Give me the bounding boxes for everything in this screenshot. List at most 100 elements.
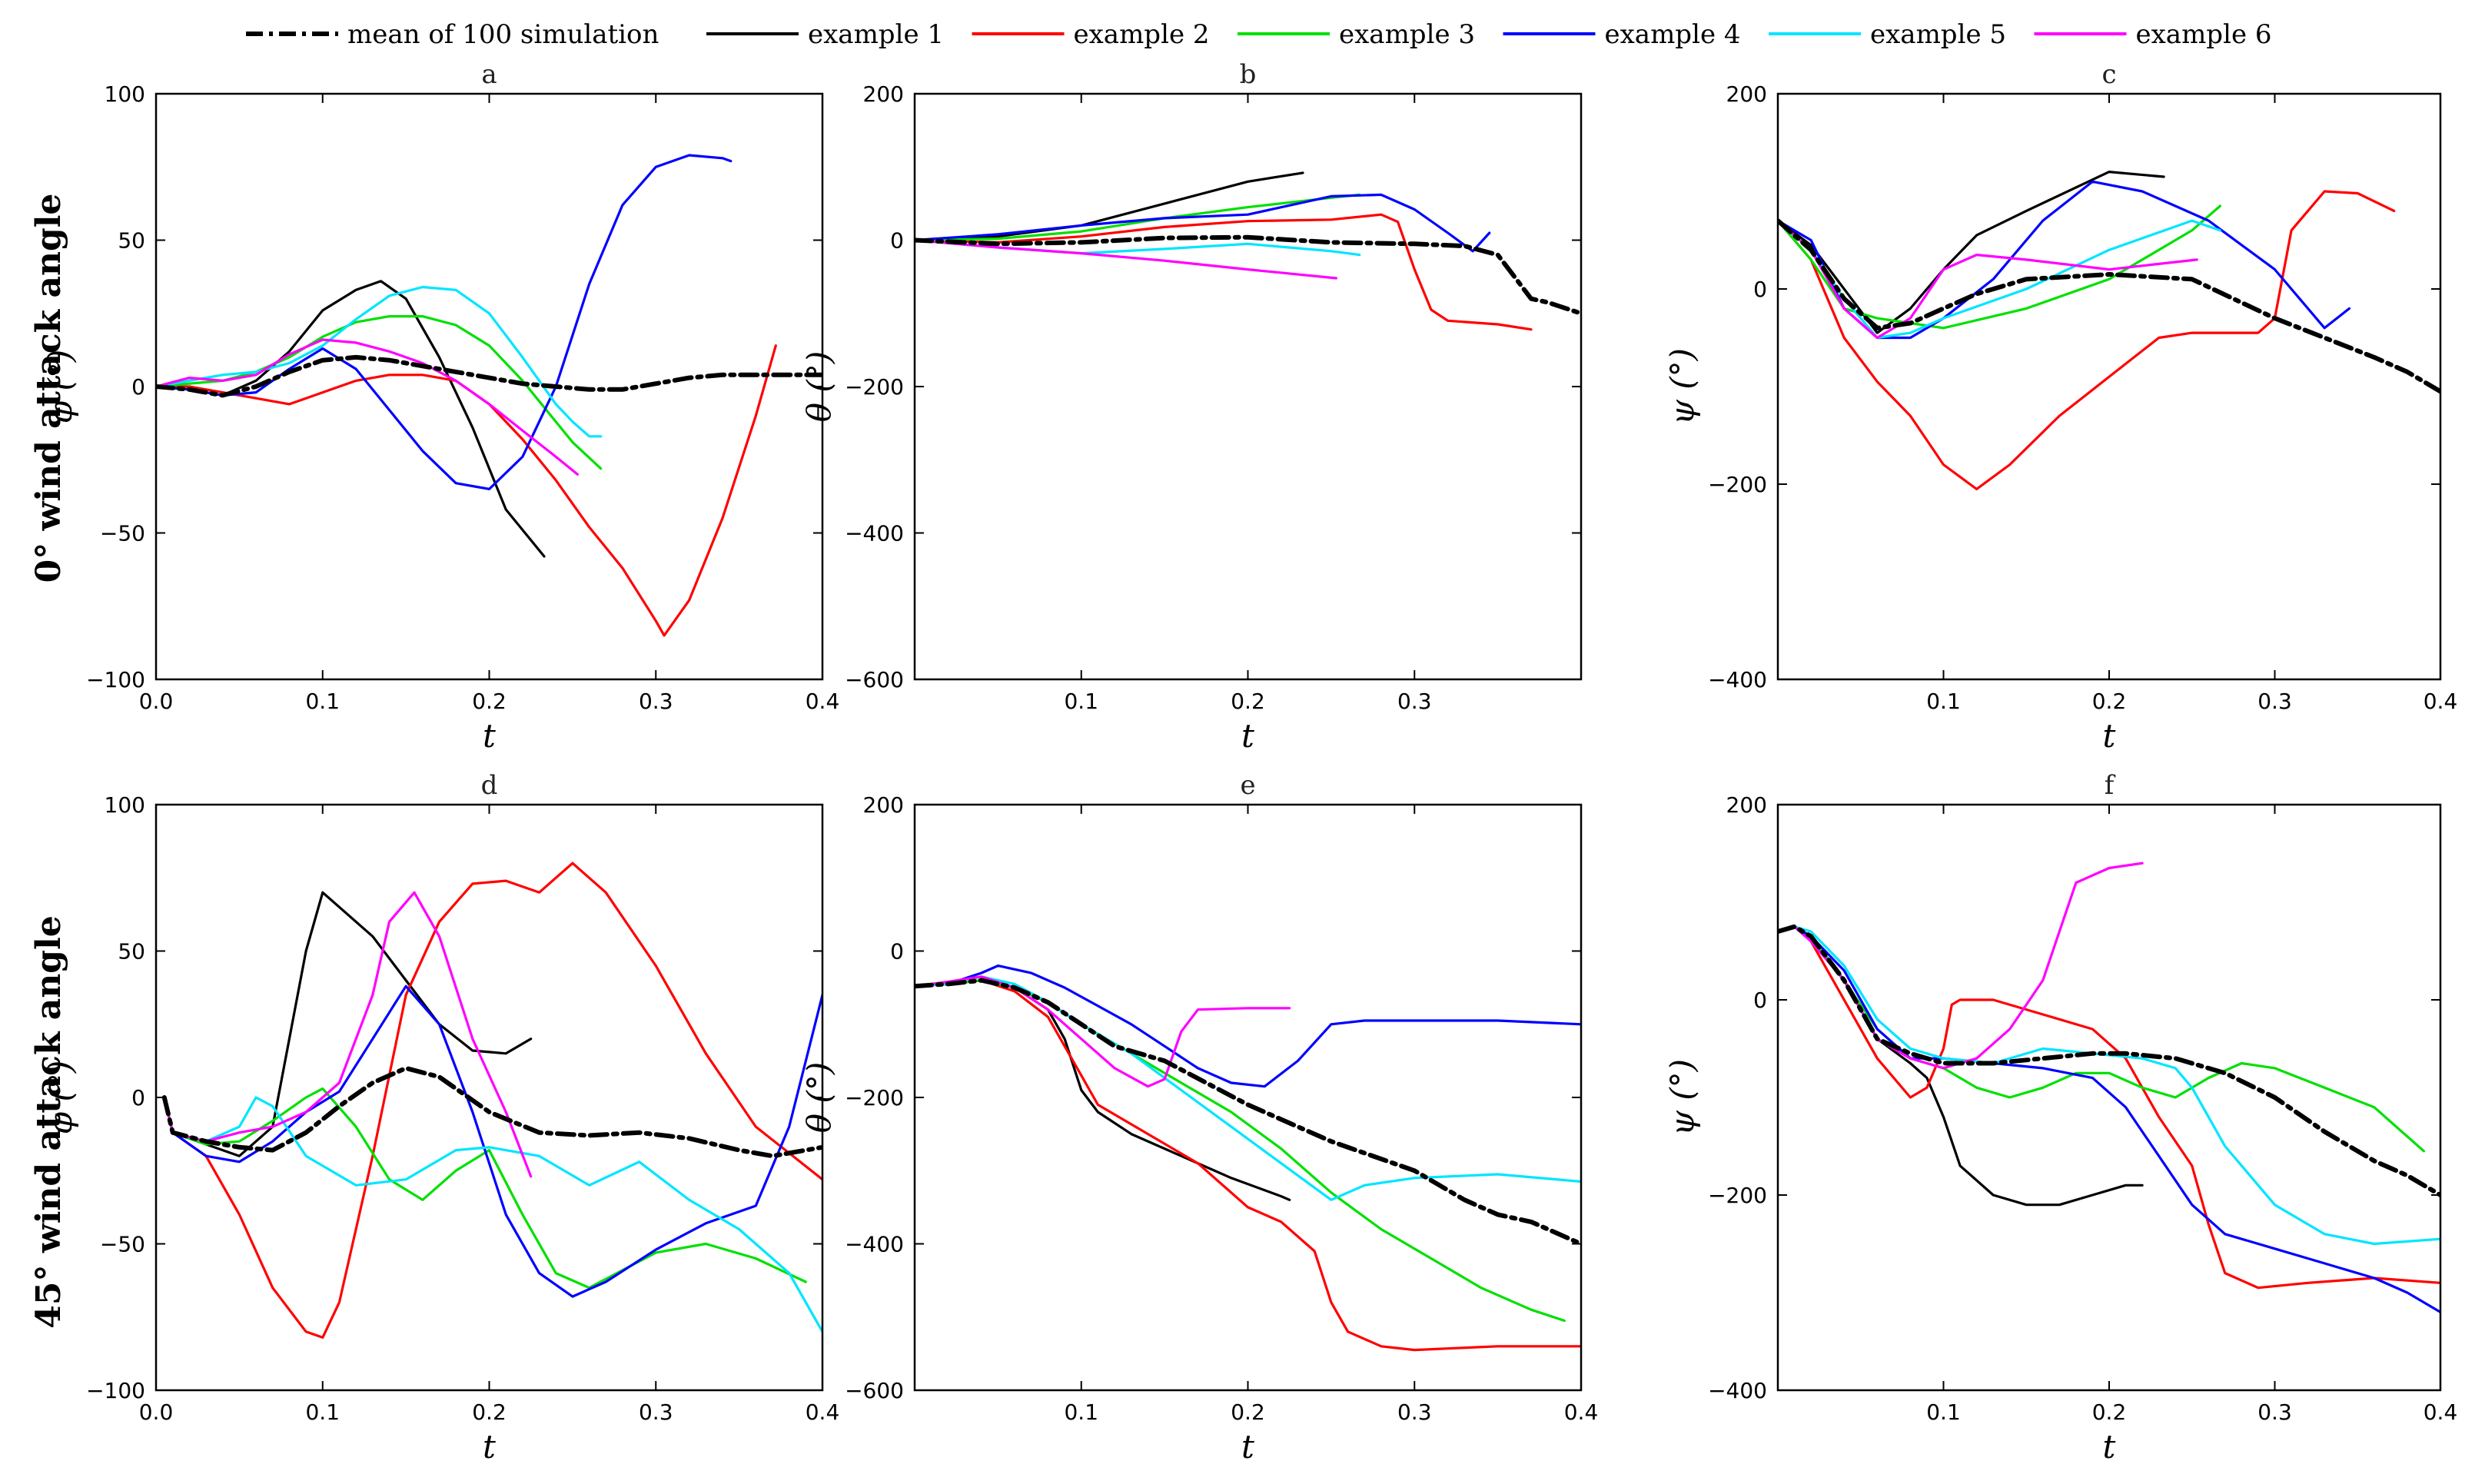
x-axis-label: t: [2103, 717, 2116, 755]
legend-entry-1: mean of 100 simulation: [246, 19, 659, 50]
panel-title: f: [2105, 770, 2116, 801]
series-line-example-4: [915, 193, 1491, 253]
series-line-example-1: [163, 891, 533, 1157]
x-tick-label: 0.0: [139, 689, 174, 714]
series-line-example-5: [163, 1096, 822, 1333]
series-line-example-1: [915, 171, 1304, 242]
legend-label: example 1: [808, 19, 944, 50]
y-tick-label: −50: [100, 1232, 145, 1257]
x-tick-label: 0.3: [1397, 689, 1432, 714]
row-labels: 0° wind attack angle 45° wind attack ang…: [29, 194, 68, 1329]
series-line-example-2: [163, 862, 822, 1340]
legend-label: example 6: [2136, 19, 2272, 50]
y-axis-label: θ (°): [800, 351, 838, 422]
x-tick-label: 0.2: [472, 1399, 507, 1425]
series-line-example-3: [163, 1087, 807, 1290]
plot-frame: [1776, 803, 2442, 1392]
series-line-example-6: [1778, 219, 2198, 340]
row-label-0deg: 0° wind attack angle: [29, 194, 68, 583]
y-tick-label: −50: [100, 521, 145, 546]
x-tick-label: 0.2: [2092, 689, 2127, 714]
y-tick-label: −100: [86, 667, 145, 692]
series-line-example-2: [915, 978, 1581, 1352]
series-line-example-4: [156, 154, 733, 491]
series-group: [1778, 171, 2440, 491]
panel-title: d: [481, 770, 498, 801]
panel-c: c 0.1 0.2 0.3 0.4 −400 −200 0 200 t ψ (°): [1663, 59, 2457, 755]
legend-label: example 3: [1339, 19, 1475, 50]
y-tick-label: −200: [1708, 1183, 1767, 1208]
y-tick-label: 200: [863, 792, 904, 818]
y-tick-label: 200: [1726, 792, 1767, 818]
panel-title: c: [2101, 59, 2116, 90]
y-tick-label: −400: [845, 521, 904, 546]
x-tick-label: 0.3: [1397, 1399, 1432, 1425]
x-tick-label: 0.3: [639, 689, 673, 714]
y-tick-label: 0: [1753, 988, 1767, 1013]
legend-label: mean of 100 simulation: [347, 19, 659, 50]
series-line-example-1: [915, 978, 1291, 1201]
x-axis-label: t: [483, 717, 496, 755]
series-line-mean-of-100-simulation: [915, 234, 1581, 316]
panel-title: b: [1240, 59, 1257, 90]
series-line-example-4: [1778, 925, 2440, 1314]
plot-frame: [913, 803, 1583, 1392]
x-tick-label: 0.4: [2424, 689, 2458, 714]
x-tick-label: 0.0: [139, 1399, 174, 1425]
series-line-example-6: [915, 975, 1291, 1088]
series-line-example-3: [915, 193, 1361, 242]
x-tick-label: 0.2: [2092, 1399, 2127, 1425]
legend-label: example 2: [1074, 19, 1210, 50]
panel-d: d 0.0 0.1 0.2 0.3 0.4 −100 −50 0 50 100 t φ (°): [42, 770, 839, 1466]
panel-b: b 0.1 0.2 0.3 −600 −400 −200 0 200 t θ (°): [800, 59, 1583, 755]
y-tick-label: 50: [118, 228, 145, 254]
legend: mean of 100 simulation example 1 example 2…: [246, 19, 2272, 50]
panel-f: f 0.1 0.2 0.3 0.4 −400 −200 0 200 t ψ (°): [1663, 770, 2457, 1466]
y-tick-label: 0: [890, 228, 904, 254]
x-tick-label: 0.3: [2257, 689, 2292, 714]
x-tick-label: 0.3: [639, 1399, 673, 1425]
series-group: [1778, 862, 2440, 1314]
y-tick-label: −400: [1708, 1378, 1767, 1403]
plot-frame: [1776, 92, 2442, 681]
legend-entry-3: example 2: [972, 19, 1210, 50]
x-tick-label: 0.2: [472, 689, 507, 714]
legend-label: example 4: [1605, 19, 1741, 50]
y-tick-label: 50: [118, 939, 145, 964]
legend-entry-7: example 6: [2034, 19, 2272, 50]
x-axis-label: t: [1241, 1428, 1254, 1466]
series-line-example-4: [915, 964, 1581, 1088]
x-tick-label: 0.2: [1231, 689, 1265, 714]
y-tick-label: 0: [131, 1085, 145, 1111]
legend-label: example 5: [1870, 19, 2006, 50]
series-line-example-2: [915, 213, 1533, 331]
series-line-example-4: [163, 984, 822, 1298]
x-axis-label: t: [483, 1428, 496, 1466]
y-tick-label: 100: [105, 792, 145, 818]
series-line-mean-of-100-simulation: [161, 1065, 822, 1159]
y-axis-label: θ (°): [800, 1062, 838, 1133]
y-tick-label: −100: [86, 1378, 145, 1403]
panel-title: a: [481, 59, 497, 90]
legend-entry-2: example 1: [706, 19, 944, 50]
y-tick-label: −400: [845, 1232, 904, 1257]
y-tick-label: 0: [1753, 277, 1767, 302]
y-tick-label: 0: [890, 939, 904, 964]
y-axis-label: φ (°): [42, 1061, 79, 1135]
y-tick-label: −200: [1708, 472, 1767, 497]
series-line-example-5: [915, 975, 1581, 1201]
series-line-mean-of-100-simulation: [156, 354, 822, 398]
series-group: [915, 171, 1581, 331]
series-line-example-3: [915, 978, 1566, 1323]
x-axis-label: t: [2103, 1428, 2116, 1466]
series-group: [161, 862, 822, 1340]
x-tick-label: 0.4: [2424, 1399, 2458, 1425]
x-tick-label: 0.1: [1064, 1399, 1098, 1425]
x-axis-label: t: [1241, 717, 1254, 755]
x-tick-label: 0.4: [1564, 1399, 1599, 1425]
x-tick-label: 0.4: [806, 1399, 840, 1425]
series-line-example-6: [163, 891, 533, 1178]
x-tick-label: 0.3: [2257, 1399, 2292, 1425]
y-tick-label: −200: [845, 374, 904, 400]
y-tick-label: 200: [863, 81, 904, 107]
